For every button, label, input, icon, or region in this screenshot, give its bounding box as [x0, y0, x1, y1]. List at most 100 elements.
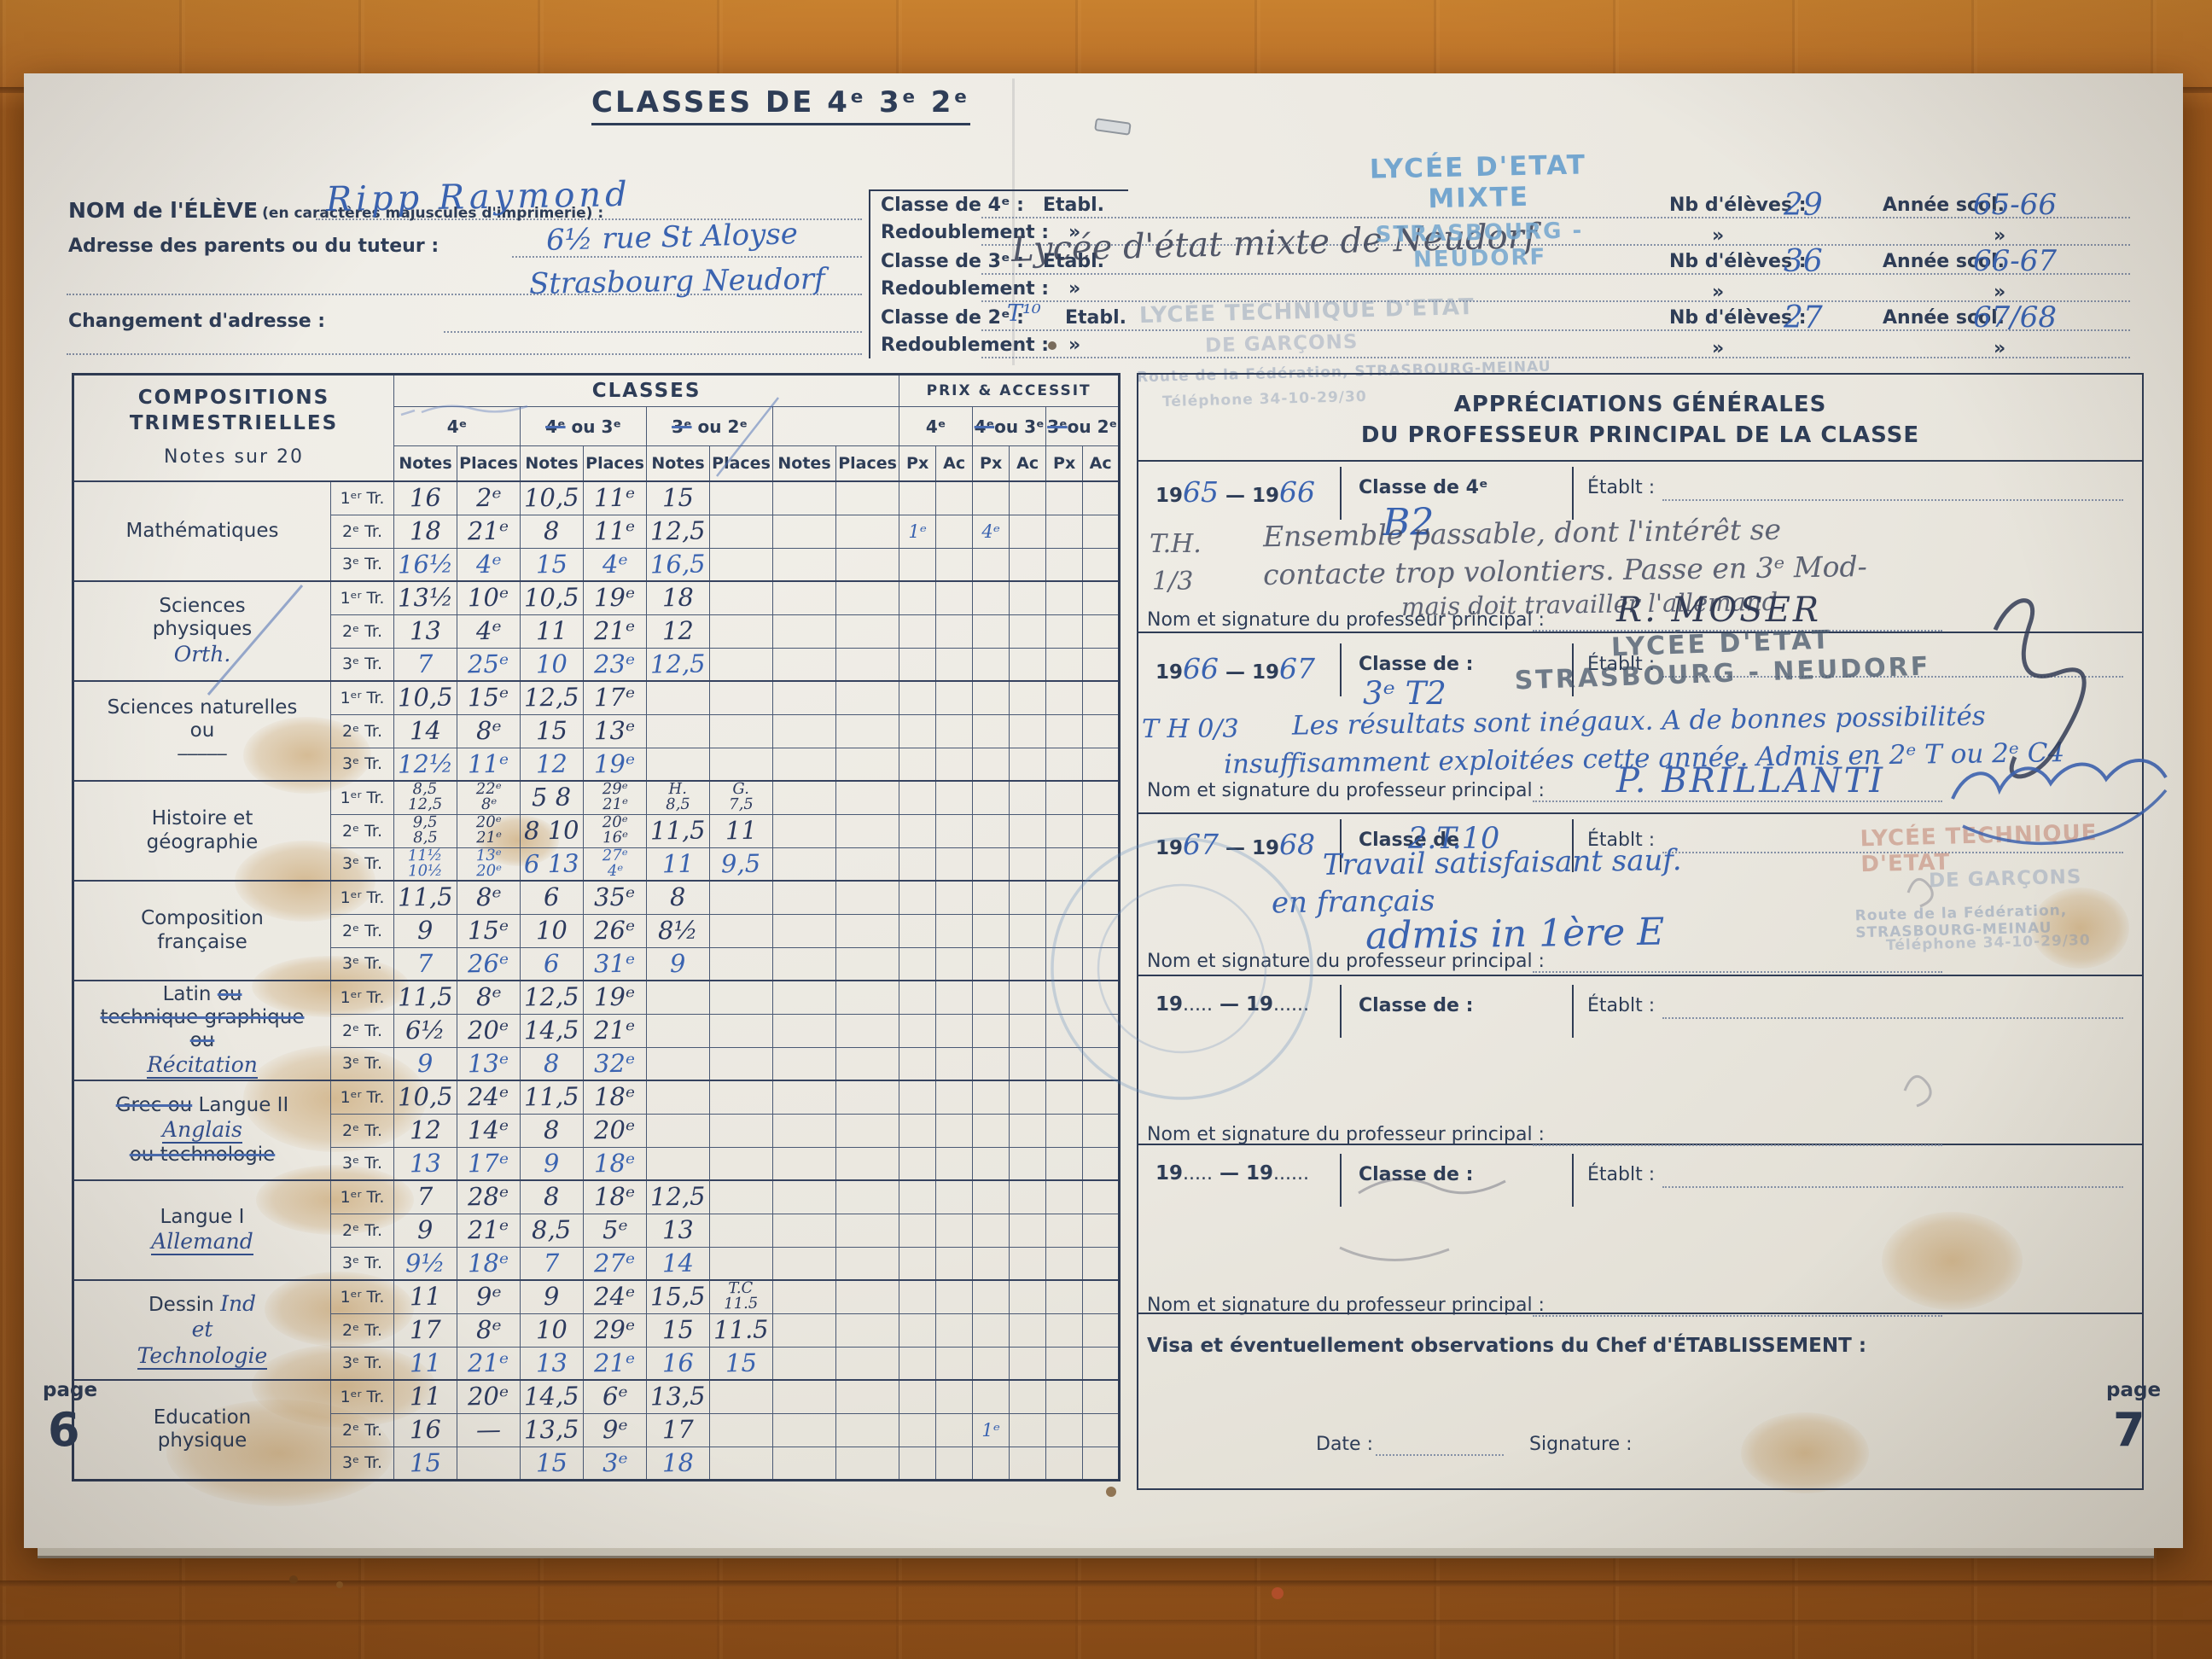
grade-value: 25ᵉ: [468, 649, 509, 679]
grade-cell: 11: [520, 614, 585, 649]
student-name-label-small: (en caractères majuscules d'imprimerie) …: [262, 205, 604, 222]
grade-cell: 19ᵉ: [583, 980, 648, 1015]
prize-cell: [935, 614, 974, 649]
prize-cell: [1009, 1246, 1047, 1281]
corner-line: Notes sur 20: [164, 446, 304, 469]
grade-value: 11: [661, 848, 695, 879]
classbox-etabl: Etabl.: [1065, 307, 1127, 329]
subject-label-line: Dessin Ind: [148, 1291, 257, 1317]
dotted-line: [981, 357, 2130, 358]
grade-cell: 9: [393, 1046, 458, 1081]
prize-cell: [972, 614, 1010, 649]
prize-cell: [935, 514, 974, 549]
grade-cell: H. 8,5: [646, 780, 711, 815]
dotted-line: [1533, 1144, 1942, 1146]
ac-header: Ac: [1009, 445, 1047, 482]
year-text: 19: [1155, 837, 1184, 859]
grade-cell: [835, 547, 900, 582]
grade-cell: [709, 1113, 774, 1148]
grade-value: 15ᵉ: [468, 682, 509, 713]
prize-cell: [935, 780, 974, 815]
grade-value: 16: [661, 1348, 695, 1378]
grade-cell: 8 10: [520, 813, 585, 848]
handwritten-label: Ind: [220, 1291, 257, 1317]
grade-cell: 9½: [393, 1246, 458, 1281]
prize-cell: [899, 946, 937, 981]
grade-cell: [835, 747, 900, 782]
grade-cell: 17: [646, 1412, 711, 1447]
trimester-label: 2ᵉ Tr.: [329, 1213, 395, 1248]
grade-value: 9ᵉ: [475, 1281, 502, 1312]
page-number-left: 6: [48, 1403, 80, 1457]
prize-cell: [972, 847, 1010, 882]
trimester-label: 3ᵉ Tr.: [329, 1346, 395, 1381]
table-row: 2ᵉ Tr. 17 8ᵉ 10 29ᵉ 15 11.5: [73, 1313, 1121, 1348]
grade-cell: 6: [520, 946, 585, 981]
grade-cell: 5ᵉ: [583, 1213, 648, 1248]
prize-cell: [899, 614, 937, 649]
prize-cell: [899, 980, 937, 1015]
year-text: 67: [1183, 828, 1220, 861]
grade-value: 12,5: [523, 682, 580, 713]
trimester-label: 2ᵉ Tr.: [329, 1113, 395, 1148]
grade-cell: 10,5: [393, 680, 458, 715]
subject-education-physique: Education physique: [73, 1379, 331, 1481]
year-text: 67: [1279, 652, 1316, 685]
prize-cell: [1045, 813, 1084, 848]
classbox-label: Redoublement :: [881, 335, 1050, 356]
prize-cell: [935, 1179, 974, 1214]
grade-cell: 14: [646, 1246, 711, 1281]
trimester-label: 2ᵉ Tr.: [329, 1013, 395, 1048]
grade-cell: [772, 880, 837, 915]
grade-value: 27ᵉ 4ᵉ: [602, 847, 628, 881]
grade-cell: 13ᵉ: [583, 713, 648, 748]
grade-cell: 15: [646, 1313, 711, 1348]
trimester-label: 1ᵉʳ Tr.: [329, 780, 395, 815]
subject-label-line: ou technologie: [74, 1144, 330, 1167]
subject-label-line: Anglais: [74, 1117, 330, 1144]
grade-value: 11,5: [397, 981, 454, 1012]
subject-label-line: Latin ou: [162, 982, 242, 1005]
grade-cell: [709, 1412, 774, 1447]
grade-cell: [835, 1346, 900, 1381]
prize-cell: [972, 547, 1010, 582]
grade-value: 4ᵉ: [602, 549, 628, 579]
grade-cell: [646, 980, 711, 1015]
grade-value: 14,5: [523, 1015, 580, 1045]
prize-cell: [899, 713, 937, 748]
grade-cell: [709, 1213, 774, 1248]
grade-cell: 12: [520, 747, 585, 782]
table-row: 3ᵉ Tr. 7 26ᵉ 6 31ᵉ 9: [73, 946, 1121, 981]
year-text: 66: [1279, 475, 1316, 509]
prize-cell: [899, 1146, 937, 1181]
grade-value: 24ᵉ: [594, 1281, 636, 1312]
grade-value: 15: [535, 1447, 568, 1477]
grade-cell: 17ᵉ: [583, 680, 648, 715]
prof-name-value: P. BRILLANTI: [1616, 761, 1886, 800]
subject-label-line: ou: [189, 719, 215, 742]
prize-cell: [1082, 946, 1121, 981]
grade-cell: [835, 713, 900, 748]
trimester-label: 1ᵉʳ Tr.: [329, 880, 395, 915]
table-row: 2ᵉ Tr. 9 21ᵉ 8,5 5ᵉ 13: [73, 1213, 1121, 1248]
grade-cell: [835, 1179, 900, 1214]
grade-cell: [709, 1446, 774, 1481]
grade-cell: 12,5: [646, 514, 711, 549]
grade-cell: [772, 647, 837, 682]
grade-cell: [772, 1213, 837, 1248]
grade-cell: 8,5 12,5: [393, 780, 458, 815]
trimester-label: 3ᵉ Tr.: [329, 747, 395, 782]
prize-cell: [972, 1046, 1010, 1081]
prize-cell: [972, 1379, 1010, 1414]
grade-cell: 10: [520, 913, 585, 948]
grade-cell: 2ᵉ: [457, 480, 521, 515]
grade-cell: [835, 780, 900, 815]
appreciations-box: APPRÉCIATIONS GÉNÉRALES DU PROFESSEUR PR…: [1137, 373, 2144, 1490]
prize-cell: [899, 1313, 937, 1348]
grade-cell: 25ᵉ: [457, 647, 521, 682]
table-row: 3ᵉ Tr. 7 25ᵉ 10 23ᵉ 12,5: [73, 647, 1121, 682]
grade-cell: [772, 1146, 837, 1181]
grade-cell: [709, 614, 774, 649]
grade-value: 8: [543, 1048, 561, 1078]
prof-signature-label: Nom et signature du professeur principal…: [1147, 951, 1545, 972]
